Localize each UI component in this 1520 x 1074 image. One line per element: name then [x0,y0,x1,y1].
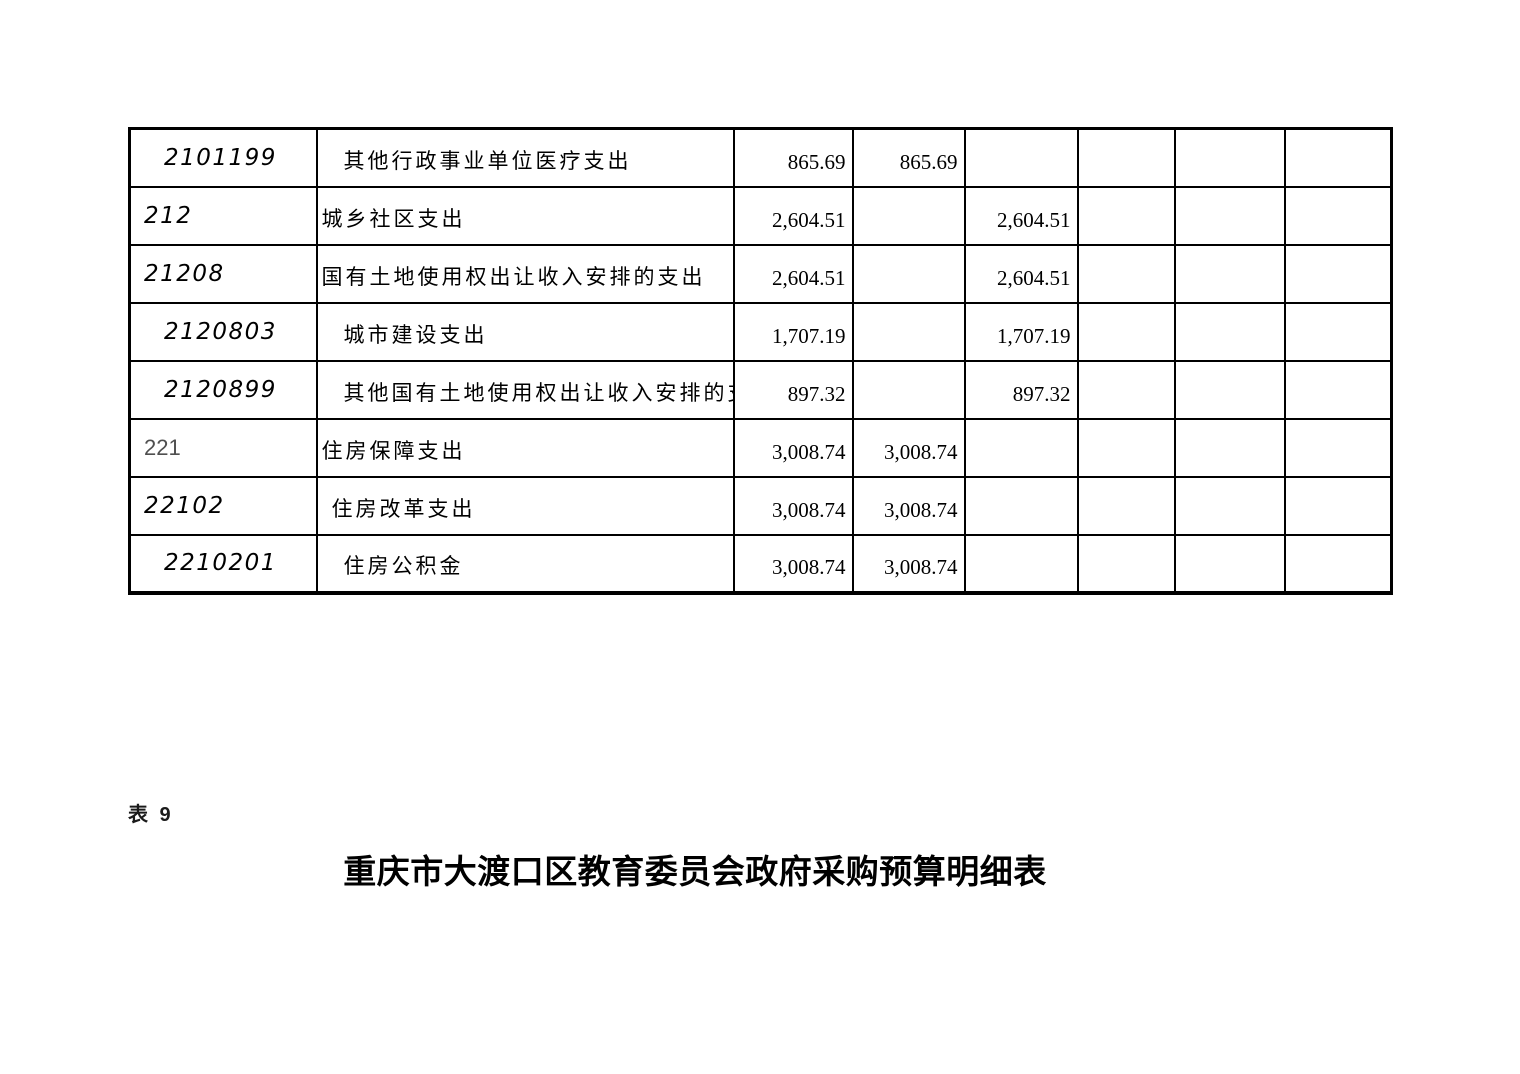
budget-code: 212 [128,185,318,246]
budget-code: 2120899 [128,359,318,420]
empty-cell [1283,533,1393,594]
empty-cell [1283,417,1393,478]
empty-cell [1173,533,1286,594]
budget-item-name: 住房改革支出 [315,475,735,536]
amount-cell: 3,008.74 [732,475,854,536]
empty-cell [1173,359,1286,420]
empty-cell [1283,475,1393,536]
budget-code: 221 [128,417,318,478]
empty-cell [1076,475,1176,536]
amount-cell: 2,604.51 [963,243,1079,304]
amount-cell: 1,707.19 [732,301,854,362]
document-title: 重庆市大渡口区教育委员会政府采购预算明细表 [343,853,1047,890]
empty-cell [1173,301,1286,362]
empty-cell [1173,475,1286,536]
empty-cell [1283,301,1393,362]
amount-cell: 3,008.74 [732,417,854,478]
empty-cell [1173,417,1286,478]
empty-cell [851,185,966,246]
amount-cell: 3,008.74 [851,475,966,536]
empty-cell [1076,417,1176,478]
budget-item-name: 其他行政事业单位医疗支出 [315,127,735,188]
table-row: 212 城乡社区支出 2,604.51 2,604.51 [128,185,1393,246]
empty-cell [851,301,966,362]
amount-cell: 3,008.74 [851,533,966,594]
table-row: 2120803 城市建设支出 1,707.19 1,707.19 [128,301,1393,362]
amount-cell: 2,604.51 [963,185,1079,246]
empty-cell [1173,243,1286,304]
empty-cell [1076,359,1176,420]
amount-cell: 2,604.51 [732,243,854,304]
budget-item-name: 城乡社区支出 [315,185,735,246]
empty-cell [1283,359,1393,420]
budget-code: 21208 [128,243,318,304]
budget-item-name: 住房公积金 [315,533,735,594]
budget-code: 22102 [128,475,318,536]
table-row: 2101199 其他行政事业单位医疗支出 865.69 865.69 [128,127,1393,188]
budget-code: 2120803 [128,301,318,362]
budget-code: 2210201 [128,533,318,594]
empty-cell [1173,127,1286,188]
amount-cell: 897.32 [963,359,1079,420]
budget-item-name: 其他国有土地使用权出让收入安排的支出 [315,359,735,420]
empty-cell [963,417,1079,478]
empty-cell [1173,185,1286,246]
empty-cell [963,533,1079,594]
empty-cell [1076,301,1176,362]
amount-cell: 2,604.51 [732,185,854,246]
amount-cell: 1,707.19 [963,301,1079,362]
empty-cell [851,243,966,304]
empty-cell [1283,185,1393,246]
amount-cell: 865.69 [851,127,966,188]
empty-cell [1076,127,1176,188]
empty-cell [1076,243,1176,304]
table-number-label: 表 9 [128,804,174,826]
amount-cell: 897.32 [732,359,854,420]
amount-cell [963,127,1079,188]
table-row: 2210201 住房公积金 3,008.74 3,008.74 [128,533,1393,594]
table-row: 22102 住房改革支出 3,008.74 3,008.74 [128,475,1393,536]
budget-item-name: 住房保障支出 [315,417,735,478]
amount-cell: 3,008.74 [732,533,854,594]
empty-cell [1076,533,1176,594]
table-row: 2120899 其他国有土地使用权出让收入安排的支出 897.32 897.32 [128,359,1393,420]
amount-cell: 865.69 [732,127,854,188]
budget-table: 2101199 其他行政事业单位医疗支出 865.69 865.69 212 城… [128,127,1393,595]
budget-item-name: 国有土地使用权出让收入安排的支出 [315,243,735,304]
table-row: 21208 国有土地使用权出让收入安排的支出 2,604.51 2,604.51 [128,243,1393,304]
table-row: 221 住房保障支出 3,008.74 3,008.74 [128,417,1393,478]
budget-code: 2101199 [128,127,318,188]
empty-cell [1283,243,1393,304]
budget-item-name: 城市建设支出 [315,301,735,362]
empty-cell [851,359,966,420]
empty-cell [963,475,1079,536]
amount-cell: 3,008.74 [851,417,966,478]
empty-cell [1076,185,1176,246]
empty-cell [1283,127,1393,188]
